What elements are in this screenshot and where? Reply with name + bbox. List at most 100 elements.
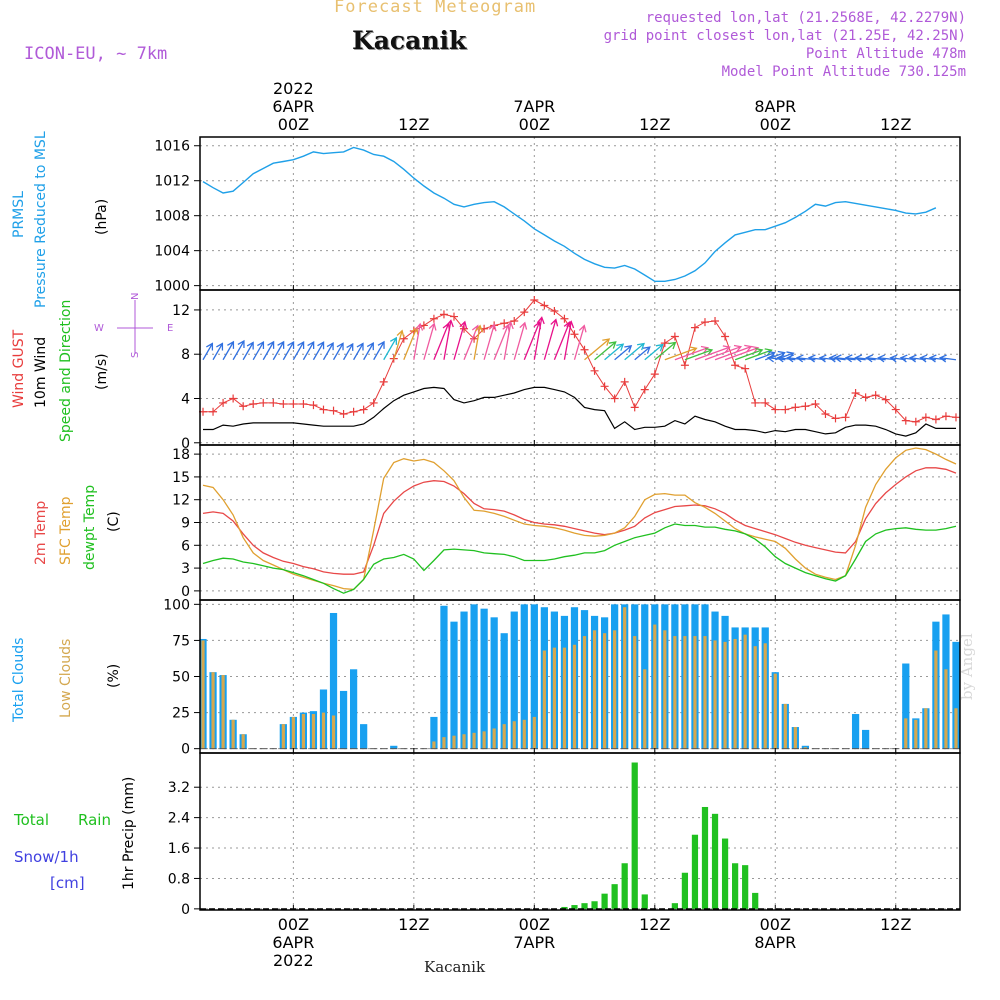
wind-arrow [322, 342, 334, 361]
gust-point [791, 403, 800, 412]
gust-line [203, 299, 957, 423]
wind-arrow-head [297, 340, 305, 350]
low-cloud-bar [733, 638, 737, 749]
y-tick-label: 9 [181, 516, 190, 532]
gust-point [700, 318, 709, 327]
wind-arrow [684, 349, 713, 361]
wind-arrow [624, 343, 645, 361]
wind-arrow-head [246, 341, 254, 350]
low-cloud-bar [703, 636, 707, 749]
wind-arrow [503, 322, 512, 360]
wind-arrow-head [928, 354, 937, 363]
wind-arrow [282, 341, 295, 361]
wind-arrow [845, 357, 866, 361]
wind-direction-label: Speed and Direction [58, 300, 74, 442]
rain-bar [591, 901, 598, 909]
sfc-temp-label: SFC Temp [58, 496, 74, 565]
top-axis-label: 12Z [398, 115, 429, 134]
low-cloud-bar [803, 747, 807, 749]
wind-arrow-head [396, 329, 405, 338]
low-cloud-bar [954, 708, 958, 749]
wind-arrow-head [237, 339, 245, 348]
rain-label: Rain [78, 811, 111, 829]
low-clouds-label: Low Clouds [58, 639, 74, 718]
wind-arrow [704, 346, 742, 361]
low-cloud-bar [512, 721, 516, 749]
wind-arrow [573, 325, 585, 360]
temp-unit-label: (C) [106, 511, 122, 532]
wind-arrow [493, 324, 509, 360]
gust-point [279, 400, 288, 409]
y-tick-label: 4 [181, 392, 190, 408]
wind-arrow-head [475, 324, 484, 333]
snow-unit-label: [cm] [50, 874, 85, 892]
wind-arrow [202, 343, 213, 361]
wind-arrow [433, 323, 450, 360]
total-cloud-bar [851, 714, 860, 749]
wind-arrow-head [356, 342, 364, 351]
top-axis-label: 12Z [880, 115, 911, 134]
total-cloud-bar [349, 669, 358, 749]
panel-frame [199, 752, 961, 911]
gust-point [640, 385, 649, 394]
compass-w: W [94, 323, 104, 334]
wind-arrow [829, 357, 846, 361]
model-point-altitude: Model Point Altitude 730.125m [721, 64, 966, 80]
pressure-unit-label: (hPa) [94, 199, 110, 235]
gust-point [931, 415, 940, 424]
wind-compass-rose: W E N S [94, 293, 173, 358]
wind-arrow-head [795, 354, 804, 363]
gust-point [781, 405, 790, 414]
low-cloud-bar [542, 650, 546, 749]
wind-arrow [312, 341, 325, 361]
wind-arrow [920, 357, 936, 361]
low-cloud-bar [592, 630, 597, 749]
wind-arrow [302, 341, 315, 361]
gust-point [941, 412, 950, 421]
wind-arrow-head [700, 345, 710, 354]
gust-point [520, 308, 529, 317]
top-axis-label: 8APR [754, 97, 796, 116]
gust-point [751, 398, 760, 407]
y-tick-label: 12 [172, 303, 190, 319]
wind-arrow [252, 341, 264, 361]
wind-arrow-head [227, 340, 235, 349]
low-cloud-bar [291, 716, 295, 749]
rain-bar [701, 806, 709, 909]
rain-bar [641, 894, 648, 909]
gust-point [771, 405, 780, 414]
wind-arrow [242, 342, 254, 361]
wind-arrow [767, 357, 786, 361]
bottom-axis-label: 12Z [880, 915, 911, 934]
gust-point [871, 391, 880, 400]
rain-bar [611, 884, 618, 909]
wind-arrow-head [807, 354, 816, 363]
gust-point [359, 405, 368, 414]
gust-point [249, 400, 258, 409]
y-tick-label: 3.2 [168, 780, 190, 796]
wind-arrow-head [257, 340, 265, 350]
y-tick-label: 75 [172, 633, 190, 649]
bottom-axis-label: 8APR [754, 933, 796, 952]
wind-arrow [292, 341, 305, 361]
wind-arrow-head [919, 354, 928, 363]
wind-arrow-head [415, 322, 424, 331]
low-cloud-bar [793, 727, 797, 749]
rain-bar [571, 905, 578, 909]
gust-point [269, 398, 278, 407]
wind-arrow-head [277, 340, 285, 349]
y-tick-label: 6 [181, 538, 190, 554]
gust-point [570, 330, 579, 339]
rain-bar [601, 893, 608, 909]
y-tick-label: 1.6 [168, 841, 190, 857]
wind-arrow-head [459, 320, 468, 329]
low-cloud-bar [643, 669, 647, 749]
total-cloud-bar [500, 633, 508, 749]
low-cloud-bar [211, 672, 215, 749]
low-cloud-bar [331, 715, 336, 749]
requested-coords: requested lon,lat (21.2568E, 42.2279N) [645, 10, 966, 26]
gust-point [329, 406, 338, 415]
y-tick-label: 1012 [154, 174, 190, 190]
